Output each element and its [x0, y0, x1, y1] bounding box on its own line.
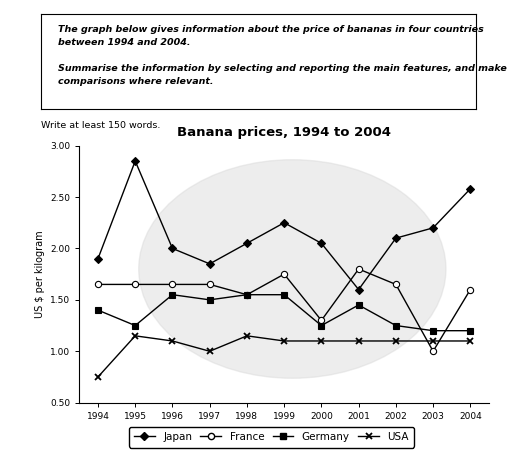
Legend: Japan, France, Germany, USA: Japan, France, Germany, USA — [129, 427, 414, 448]
Y-axis label: US $ per kilogram: US $ per kilogram — [35, 230, 45, 318]
Ellipse shape — [139, 160, 446, 378]
Text: Write at least 150 words.: Write at least 150 words. — [41, 121, 160, 130]
Title: Banana prices, 1994 to 2004: Banana prices, 1994 to 2004 — [177, 126, 391, 139]
Text: The graph below gives information about the price of bananas in four countries
b: The graph below gives information about … — [58, 25, 507, 86]
